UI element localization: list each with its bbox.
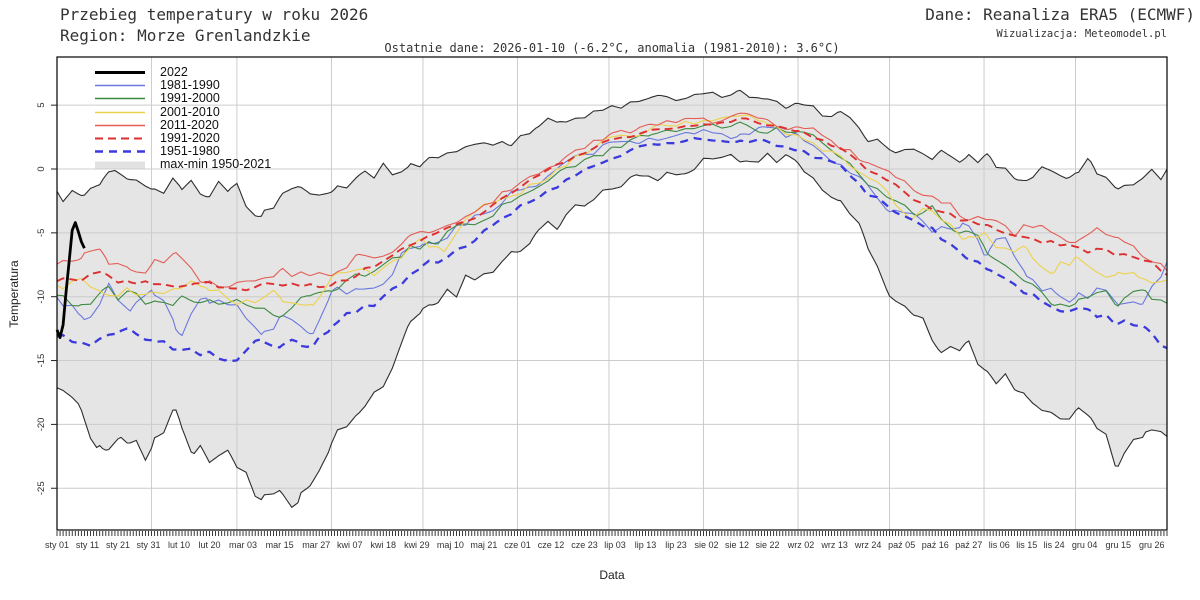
x-tick-label: sty 11 xyxy=(76,540,99,550)
x-tick-label: cze 23 xyxy=(571,540,598,550)
legend-label: 1951-1980 xyxy=(160,144,220,159)
x-tick-label: lis 15 xyxy=(1016,540,1037,550)
x-tick-label: sie 02 xyxy=(695,540,719,550)
y-axis-title: Temperatura xyxy=(7,260,21,328)
legend-line-swatch xyxy=(95,85,145,87)
x-tick-label: lut 10 xyxy=(168,540,190,550)
legend-line-swatch xyxy=(95,111,145,113)
x-tick-label: kwi 07 xyxy=(337,540,363,550)
legend-line-swatch xyxy=(95,150,145,153)
x-tick-label: paź 16 xyxy=(922,540,949,550)
legend-item-1991-2020: 1991-2020 xyxy=(93,132,271,145)
last-data-annotation: Ostatnie dane: 2026-01-10 (-6.2°C, anoma… xyxy=(384,41,840,55)
legend-item-2022: 2022 xyxy=(93,66,271,79)
x-tick-label: mar 03 xyxy=(229,540,257,550)
legend-label: max-min 1950-2021 xyxy=(160,157,272,172)
legend-item-2011-2020: 2011-2020 xyxy=(93,117,271,132)
x-tick-label: sie 22 xyxy=(756,540,780,550)
data-source-label: Dane: Reanaliza ERA5 (ECMWF) xyxy=(925,5,1195,24)
y-tick-label: -20 xyxy=(36,418,47,432)
x-tick-label: kwi 18 xyxy=(371,540,397,550)
y-tick-label: -10 xyxy=(36,290,47,304)
x-tick-label: paź 05 xyxy=(888,540,915,550)
legend-label: 1991-2000 xyxy=(160,91,220,106)
x-tick-label: gru 04 xyxy=(1072,540,1098,550)
x-tick-label: mar 27 xyxy=(302,540,330,550)
legend-label: 1991-2020 xyxy=(160,131,220,146)
x-tick-label: mar 15 xyxy=(266,540,294,550)
x-tick-label: lut 20 xyxy=(198,540,220,550)
x-tick-label: paź 27 xyxy=(955,540,982,550)
x-tick-label: wrz 13 xyxy=(820,540,848,550)
legend-item-1991-2000: 1991-2000 xyxy=(93,92,271,105)
legend-line-swatch xyxy=(95,71,145,75)
legend-item-max-min-1950-2021: max-min 1950-2021 xyxy=(93,158,271,171)
y-tick-label: 5 xyxy=(36,103,47,108)
legend-line-swatch xyxy=(95,124,145,127)
plot-border xyxy=(56,56,1168,531)
x-tick-label: wrz 02 xyxy=(787,540,815,550)
x-tick-label: sty 01 xyxy=(45,540,69,550)
legend-label: 2001-2010 xyxy=(160,104,220,119)
visualization-credit: Wizualizacja: Meteomodel.pl xyxy=(996,28,1167,40)
x-tick-label: maj 10 xyxy=(437,540,464,550)
x-tick-label: cze 12 xyxy=(538,540,565,550)
legend-item-2001-2010: 2001-2010 xyxy=(93,104,271,119)
page-title: Przebieg temperatury w roku 2026 xyxy=(60,5,369,24)
x-tick-label: cze 01 xyxy=(504,540,531,550)
x-tick-label: gru 26 xyxy=(1139,540,1165,550)
x-tick-label: lip 23 xyxy=(665,540,687,550)
current-year-line xyxy=(55,221,86,339)
x-axis-title: Data xyxy=(599,568,625,582)
legend-item-1951-1980: 1951-1980 xyxy=(93,145,271,158)
y-tick-label: 0 xyxy=(36,166,47,171)
y-tick-label: -15 xyxy=(36,354,47,368)
region-subtitle: Region: Morze Grenlandzkie xyxy=(60,26,311,45)
legend-label: 2011-2020 xyxy=(160,117,219,132)
legend-item-1981-1990: 1981-1990 xyxy=(93,79,271,92)
x-tick-label: lis 24 xyxy=(1044,540,1065,550)
x-tick-label: sty 21 xyxy=(106,540,130,550)
series-2001-2010 xyxy=(56,114,1168,306)
legend-label: 2022 xyxy=(160,65,188,80)
x-tick-label: lis 06 xyxy=(989,540,1010,550)
x-tick-label: gru 15 xyxy=(1105,540,1131,550)
series-1991-2020 xyxy=(56,117,1168,292)
legend-band-swatch xyxy=(95,161,145,169)
series-2011-2020 xyxy=(56,112,1168,288)
y-tick-label: -5 xyxy=(36,229,47,237)
legend-line-swatch xyxy=(95,98,145,100)
x-tick-label: lip 13 xyxy=(635,540,657,550)
legend-line-swatch xyxy=(95,137,145,140)
x-tick-label: wrz 24 xyxy=(854,540,882,550)
x-tick-label: maj 21 xyxy=(470,540,497,550)
min-line xyxy=(56,152,1168,509)
x-tick-label: lip 03 xyxy=(604,540,626,550)
max-line xyxy=(56,89,1168,218)
x-tick-label: sie 12 xyxy=(725,540,749,550)
legend-label: 1981-1990 xyxy=(160,78,220,93)
legend: 2022 1981-1990 1991-2000 2001-2010 2011-2020… xyxy=(93,66,271,172)
series-1981-1990 xyxy=(56,126,1168,337)
y-tick-label: -25 xyxy=(36,481,47,495)
x-tick-label: kwi 29 xyxy=(404,540,430,550)
x-tick-label: sty 31 xyxy=(136,540,160,550)
